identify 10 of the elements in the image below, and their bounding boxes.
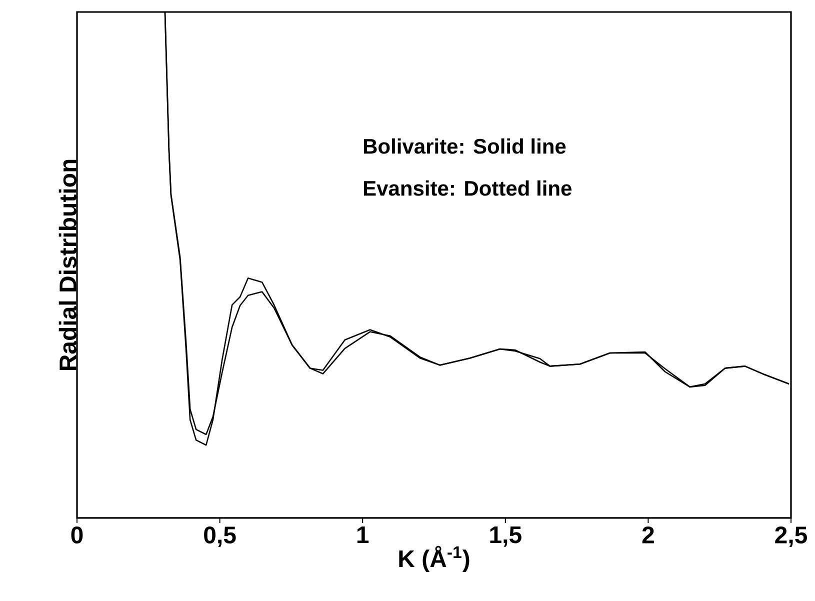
x-tick-label: 0,5 [204, 526, 236, 547]
x-tick-label: 1,5 [490, 526, 522, 547]
x-tick-label: 0 [71, 526, 83, 544]
annotation: Evansite: Dotted line [364, 180, 572, 196]
x-tick-label: 2 [642, 526, 654, 544]
x-tick-label: 1 [357, 526, 369, 544]
y-axis-title: Radial Distribution [58, 160, 76, 370]
x-tick-label: 2,5 [775, 526, 808, 547]
x-axis-title: K (Å$^{-1}$) [399, 546, 470, 572]
annotation: Bolivarite: Solid line [364, 138, 566, 154]
